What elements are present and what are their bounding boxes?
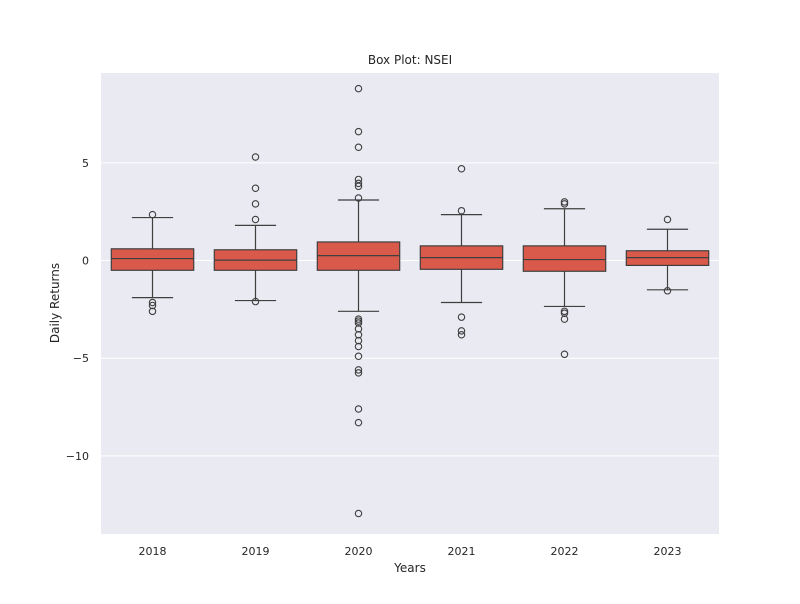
outlier-point (354, 194, 363, 202)
outlier-point (457, 331, 466, 339)
box-group (419, 164, 504, 339)
outlier-point (251, 297, 260, 306)
box-series (110, 84, 710, 518)
outlier-point (354, 179, 363, 188)
outlier-point (354, 366, 363, 374)
box-group (522, 198, 607, 359)
y-tick-labels: −10 −5 0 5 (66, 157, 89, 463)
outlier-point (148, 298, 157, 307)
outlier-point (457, 164, 466, 173)
outlier-point (354, 127, 363, 136)
outlier-point (457, 313, 466, 321)
outlier-point (354, 405, 363, 413)
x-tick-label: 2023 (654, 545, 682, 558)
grid-lines (101, 162, 719, 457)
outlier-point (251, 153, 260, 161)
outlier-point (560, 200, 569, 208)
outlier-point (354, 342, 363, 351)
x-tick-label: 2021 (448, 545, 476, 558)
x-tick-label: 2018 (139, 545, 167, 558)
y-tick-label: −10 (66, 450, 89, 463)
box-group (316, 84, 401, 518)
outlier-point (354, 369, 363, 377)
box-group (110, 210, 195, 316)
outlier-point (560, 350, 569, 359)
chart-title: Box Plot: NSEI (368, 53, 452, 67)
outlier-point (251, 215, 260, 224)
outlier-point (663, 287, 672, 295)
box-body (522, 245, 607, 272)
outlier-point (560, 315, 569, 323)
outlier-point (457, 327, 466, 335)
outlier-point (148, 210, 157, 219)
box-group (625, 215, 710, 295)
x-tick-label: 2020 (345, 545, 373, 558)
y-axis-label: Daily Returns (48, 263, 62, 343)
plot-area (101, 73, 719, 534)
x-tick-labels: 2018 2019 2020 2021 2022 2023 (139, 545, 682, 558)
outlier-point (663, 215, 672, 224)
outlier-point (354, 84, 363, 93)
outlier-point (251, 184, 260, 193)
x-axis-label: Years (393, 561, 426, 575)
outlier-point (354, 143, 363, 151)
x-tick-label: 2022 (551, 545, 579, 558)
outlier-point (354, 418, 363, 427)
outlier-point (148, 307, 157, 316)
outlier-point (251, 200, 260, 208)
box-body (110, 248, 195, 271)
y-tick-label: 5 (82, 157, 89, 170)
x-tick-label: 2019 (242, 545, 270, 558)
outlier-point (354, 352, 363, 360)
y-tick-label: 0 (82, 255, 89, 268)
y-tick-label: −5 (73, 352, 89, 365)
outlier-point (457, 206, 466, 215)
box-group (213, 153, 298, 306)
outlier-point (354, 509, 363, 518)
outlier-point (354, 182, 363, 191)
